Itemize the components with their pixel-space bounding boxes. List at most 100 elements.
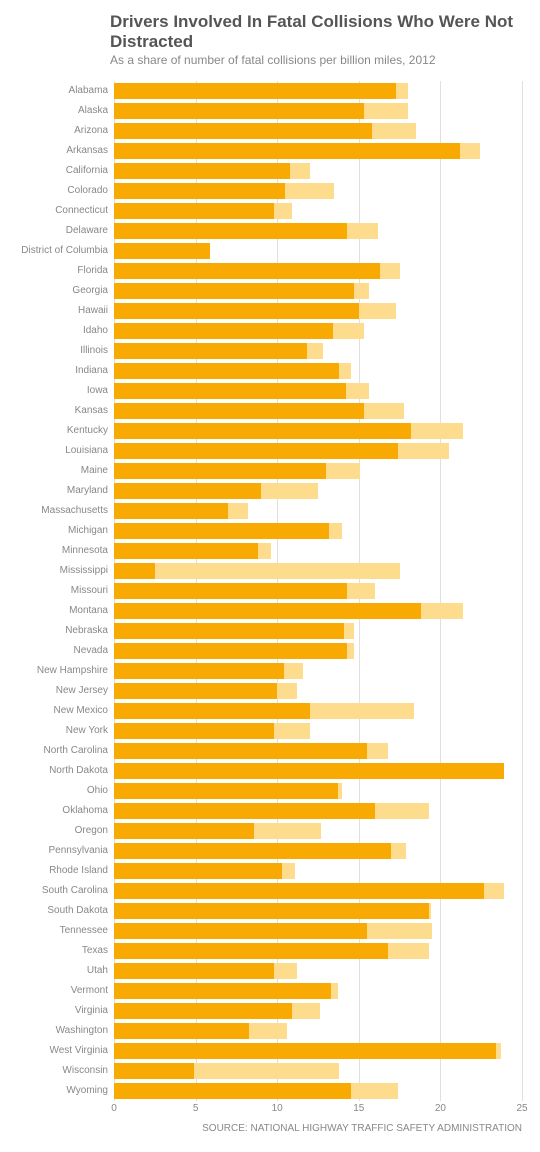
bar-primary [114, 423, 411, 439]
bar-primary [114, 683, 277, 699]
bar-row: Wyoming [114, 1081, 522, 1101]
category-label: New Mexico [12, 701, 114, 721]
bar-row: New York [114, 721, 522, 741]
bar-row: South Dakota [114, 901, 522, 921]
x-tick-label: 0 [111, 1103, 117, 1114]
category-label: Kansas [12, 401, 114, 421]
bar-primary [114, 203, 274, 219]
bar-primary [114, 83, 396, 99]
plot-region: AlabamaAlaskaArizonaArkansasCaliforniaCo… [114, 81, 522, 1101]
x-tick-label: 5 [193, 1103, 199, 1114]
bar-primary [114, 403, 364, 419]
category-label: Minnesota [12, 541, 114, 561]
bar-primary [114, 943, 388, 959]
x-axis: 0510152025 [114, 1103, 522, 1121]
category-label: Alabama [12, 81, 114, 101]
category-label: Iowa [12, 381, 114, 401]
category-label: Washington [12, 1021, 114, 1041]
category-label: Vermont [12, 981, 114, 1001]
bar-primary [114, 783, 338, 799]
bar-primary [114, 923, 367, 939]
bar-primary [114, 1043, 496, 1059]
bar-row: Illinois [114, 341, 522, 361]
bar-row: South Carolina [114, 881, 522, 901]
bar-primary [114, 343, 307, 359]
bar-row: Wisconsin [114, 1061, 522, 1081]
bar-row: Mississippi [114, 561, 522, 581]
bar-row: Nebraska [114, 621, 522, 641]
bar-row: Alabama [114, 81, 522, 101]
category-label: Maryland [12, 481, 114, 501]
category-label: Nebraska [12, 621, 114, 641]
bar-row: Florida [114, 261, 522, 281]
bar-row: Virginia [114, 1001, 522, 1021]
bar-row: Utah [114, 961, 522, 981]
category-label: Arkansas [12, 141, 114, 161]
category-label: Missouri [12, 581, 114, 601]
bar-row: Maine [114, 461, 522, 481]
category-label: Illinois [12, 341, 114, 361]
bar-primary [114, 303, 359, 319]
bar-primary [114, 503, 228, 519]
bar-row: California [114, 161, 522, 181]
x-tick-label: 15 [353, 1103, 364, 1114]
bar-row: Idaho [114, 321, 522, 341]
bar-row: Oklahoma [114, 801, 522, 821]
bar-row: Washington [114, 1021, 522, 1041]
category-label: Mississippi [12, 561, 114, 581]
bar-row: Oregon [114, 821, 522, 841]
bar-primary [114, 963, 274, 979]
bar-primary [114, 263, 380, 279]
category-label: Louisiana [12, 441, 114, 461]
category-label: Oklahoma [12, 801, 114, 821]
x-tick-label: 20 [435, 1103, 446, 1114]
bar-primary [114, 723, 274, 739]
bar-primary [114, 463, 326, 479]
bar-primary [114, 323, 333, 339]
chart-area: AlabamaAlaskaArizonaArkansasCaliforniaCo… [14, 81, 526, 1121]
category-label: Wyoming [12, 1081, 114, 1101]
category-label: District of Columbia [12, 241, 114, 261]
bar-row: Texas [114, 941, 522, 961]
bar-primary [114, 803, 375, 819]
category-label: New Jersey [12, 681, 114, 701]
bar-primary [114, 443, 398, 459]
bar-row: Arkansas [114, 141, 522, 161]
bar-row: Colorado [114, 181, 522, 201]
category-label: Montana [12, 601, 114, 621]
bar-primary [114, 1023, 249, 1039]
bar-primary [114, 743, 367, 759]
bar-primary [114, 283, 354, 299]
bar-row: Minnesota [114, 541, 522, 561]
source-line: SOURCE: NATIONAL HIGHWAY TRAFFIC SAFETY … [14, 1123, 522, 1134]
category-label: Colorado [12, 181, 114, 201]
bar-primary [114, 843, 391, 859]
category-label: Arizona [12, 121, 114, 141]
bar-row: Maryland [114, 481, 522, 501]
bar-row: Hawaii [114, 301, 522, 321]
category-label: South Dakota [12, 901, 114, 921]
category-label: Georgia [12, 281, 114, 301]
bar-row: New Jersey [114, 681, 522, 701]
category-label: Virginia [12, 1001, 114, 1021]
bar-primary [114, 663, 284, 679]
bar-row: New Mexico [114, 701, 522, 721]
bar-row: Nevada [114, 641, 522, 661]
chart-container: Drivers Involved In Fatal Collisions Who… [0, 0, 540, 1152]
bar-row: Louisiana [114, 441, 522, 461]
bar-row: Tennessee [114, 921, 522, 941]
bar-primary [114, 823, 254, 839]
category-label: New Hampshire [12, 661, 114, 681]
category-label: California [12, 161, 114, 181]
bar-row: Kansas [114, 401, 522, 421]
category-label: Idaho [12, 321, 114, 341]
bar-primary [114, 643, 347, 659]
bar-row: North Dakota [114, 761, 522, 781]
category-label: Oregon [12, 821, 114, 841]
bar-primary [114, 863, 282, 879]
bar-primary [114, 563, 155, 579]
bar-primary [114, 983, 331, 999]
bar-primary [114, 763, 504, 779]
category-label: Tennessee [12, 921, 114, 941]
bar-primary [114, 1063, 194, 1079]
